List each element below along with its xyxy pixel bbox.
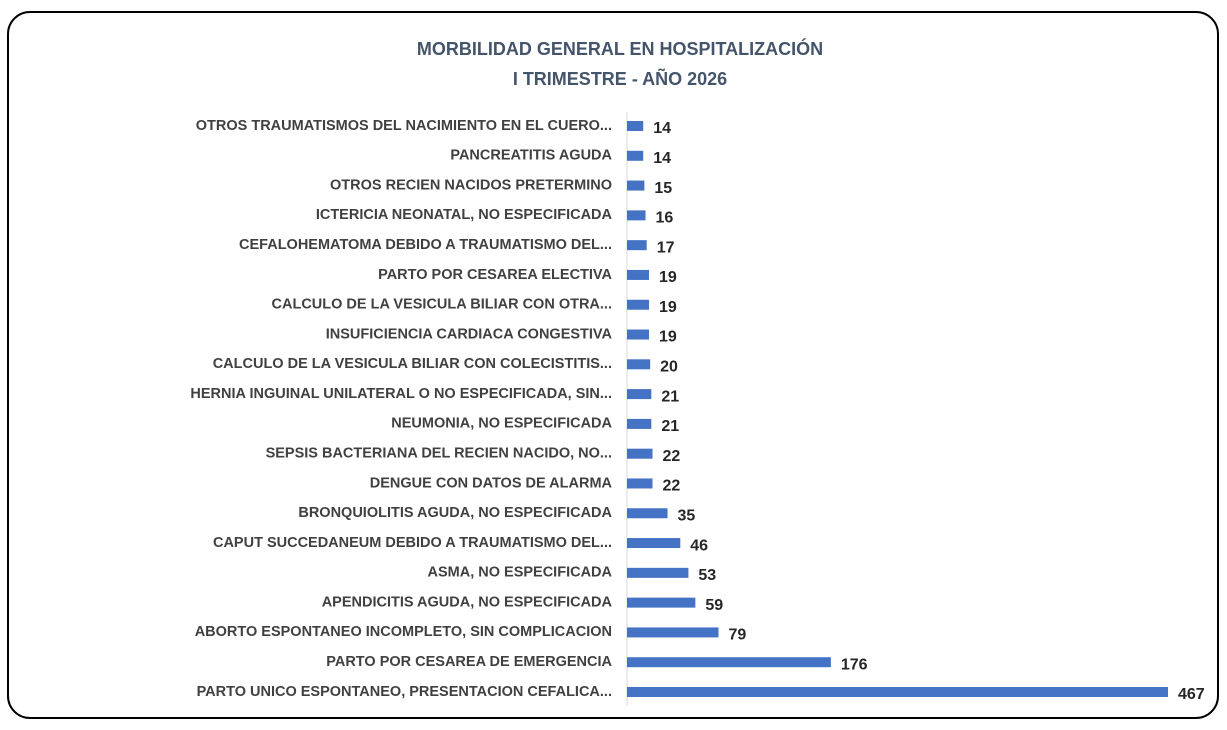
bar (627, 627, 719, 638)
chart-title: MORBILIDAD GENERAL EN HOSPITALIZACIÓN (417, 38, 823, 59)
bar (627, 418, 652, 429)
bar (627, 389, 652, 400)
y-tick-label: HERNIA INGUINAL UNILATERAL O NO ESPECIFI… (190, 386, 612, 402)
data-label: 22 (662, 448, 680, 465)
bar (627, 299, 650, 310)
data-label: 21 (661, 388, 679, 405)
y-tick-label: PARTO POR CESAREA DE EMERGENCIA (326, 654, 612, 670)
bar (627, 359, 651, 370)
chart-frame (7, 11, 1219, 719)
data-label: 467 (1178, 686, 1205, 703)
y-tick-label: CALCULO DE LA VESICULA BILIAR CON COLECI… (213, 356, 612, 372)
bar (627, 508, 668, 519)
bar (627, 478, 653, 489)
data-label: 17 (657, 239, 675, 256)
bar (627, 567, 689, 578)
y-tick-label: BRONQUIOLITIS AGUDA, NO ESPECIFICADA (298, 505, 612, 521)
data-label: 19 (659, 299, 677, 316)
y-tick-label: PARTO POR CESAREA ELECTIVA (378, 267, 612, 283)
y-tick-label: CALCULO DE LA VESICULA BILIAR CON OTRA..… (272, 297, 612, 313)
data-label: 14 (653, 150, 671, 167)
bar (627, 597, 696, 608)
data-label: 46 (690, 537, 708, 554)
y-tick-label: PANCREATITIS AGUDA (450, 148, 612, 164)
data-label: 176 (841, 656, 868, 673)
bar (627, 180, 645, 191)
y-tick-label: SEPSIS BACTERIANA DEL RECIEN NACIDO, NO.… (266, 446, 612, 462)
bar (627, 329, 650, 340)
bar (627, 538, 681, 549)
y-tick-label: ICTERICIA NEONATAL, NO ESPECIFICADA (316, 207, 613, 223)
data-label: 15 (654, 180, 672, 197)
data-label: 14 (653, 120, 671, 137)
data-label: 19 (659, 329, 677, 346)
y-tick-label: CAPUT SUCCEDANEUM DEBIDO A TRAUMATISMO D… (213, 535, 612, 551)
y-tick-label: ASMA, NO ESPECIFICADA (428, 565, 613, 581)
data-label: 79 (729, 627, 747, 644)
bar (627, 657, 831, 668)
y-tick-label: NEUMONIA, NO ESPECIFICADA (391, 416, 612, 432)
data-label: 59 (705, 597, 723, 614)
y-tick-label: OTROS RECIEN NACIDOS PRETERMINO (330, 177, 612, 193)
data-label: 20 (660, 359, 678, 376)
bar (627, 687, 1168, 697)
y-tick-label: PARTO UNICO ESPONTANEO, PRESENTACION CEF… (197, 684, 612, 700)
data-label: 35 (678, 507, 696, 524)
bar (627, 121, 644, 131)
y-tick-label: ABORTO ESPONTANEO INCOMPLETO, SIN COMPLI… (195, 624, 612, 640)
y-tick-label: DENGUE CON DATOS DE ALARMA (370, 475, 613, 491)
data-label: 16 (656, 210, 674, 227)
data-label: 21 (661, 418, 679, 435)
bar (627, 448, 653, 459)
bar (627, 240, 647, 251)
y-tick-label: APENDICITIS AGUDA, NO ESPECIFICADA (322, 594, 613, 610)
y-tick-label: CEFALOHEMATOMA DEBIDO A TRAUMATISMO DEL.… (239, 237, 612, 253)
bar (627, 269, 650, 280)
y-tick-label: INSUFICIENCIA CARDIACA CONGESTIVA (326, 326, 613, 342)
bar (627, 210, 646, 221)
bar (627, 150, 644, 161)
chart-subtitle: I TRIMESTRE - AÑO 2026 (513, 68, 727, 89)
data-label: 53 (698, 567, 716, 584)
data-label: 22 (662, 478, 680, 495)
data-label: 19 (659, 269, 677, 286)
y-tick-label: OTROS TRAUMATISMOS DEL NACIMIENTO EN EL … (196, 118, 612, 134)
